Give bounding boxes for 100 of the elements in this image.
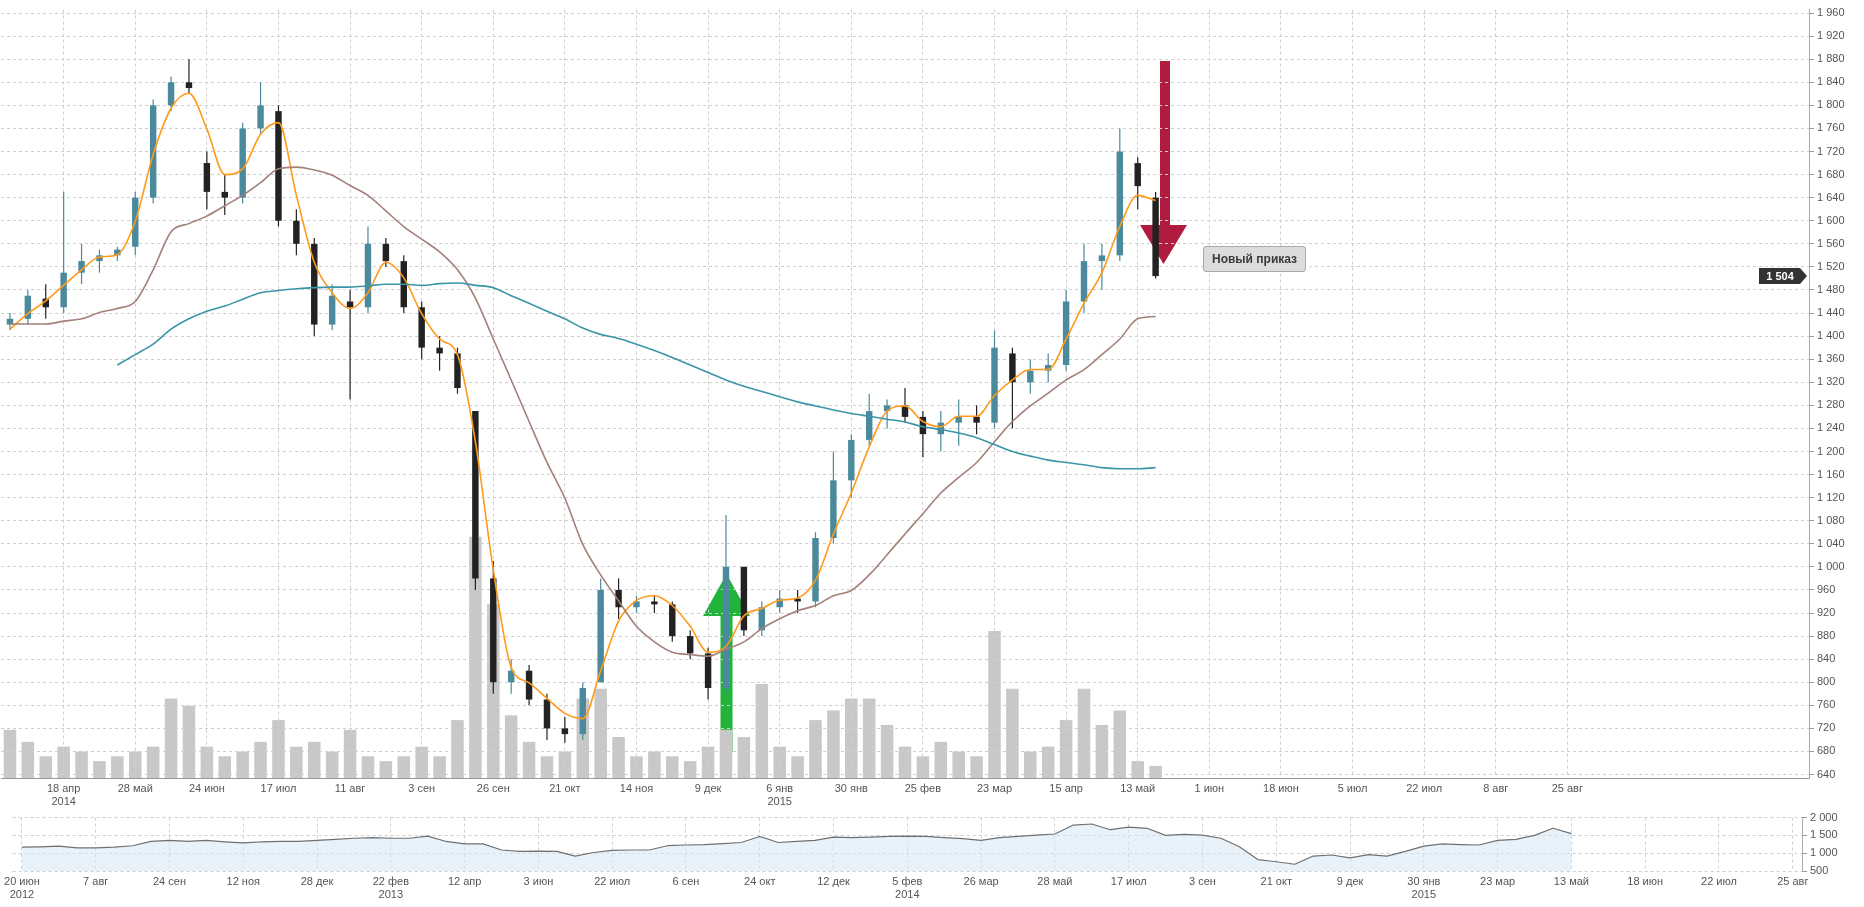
x-tick-label: 25 авг <box>1551 781 1583 794</box>
x-tick-label: 20 июн 2012 <box>4 874 40 900</box>
y-tick-label: 1 500 <box>1810 828 1838 841</box>
x-tick-label: 30 янв <box>834 781 869 794</box>
y-tick-label: 500 <box>1810 864 1829 877</box>
y-tick-label: 1 920 <box>1817 29 1845 42</box>
y-tick-label: 1 800 <box>1817 98 1845 111</box>
x-tick-label: 25 авг <box>1777 874 1809 887</box>
y-tick-label: 1 840 <box>1817 75 1845 88</box>
candlestick <box>221 173 228 216</box>
y-tick-label: 1 520 <box>1817 259 1845 272</box>
x-tick-label: 6 янв 2015 <box>766 781 794 807</box>
y-tick-label: 1 080 <box>1817 513 1845 526</box>
x-tick-label: 3 июн <box>523 874 554 887</box>
x-tick-label: 15 апр <box>1049 781 1083 794</box>
x-tick-label: 17 июл <box>1110 874 1147 887</box>
y-tick-label: 840 <box>1817 652 1836 665</box>
x-tick-label: 28 май <box>117 781 153 794</box>
y-tick-label: 1 960 <box>1817 6 1845 19</box>
y-tick-label: 1 720 <box>1817 144 1845 157</box>
candlestick <box>1098 243 1106 291</box>
line-series <box>116 282 1157 470</box>
y-tick-label: 1 760 <box>1817 121 1845 134</box>
y-tick-label: 1 000 <box>1817 559 1845 572</box>
y-tick-label: 720 <box>1817 721 1836 734</box>
candlestick <box>436 335 443 372</box>
y-tick-label: 920 <box>1817 606 1836 619</box>
y-tick-label: 1 880 <box>1817 52 1845 65</box>
x-tick-label: 12 дек <box>817 874 851 887</box>
y-tick-label: 760 <box>1817 698 1836 711</box>
y-tick-label: 1 240 <box>1817 421 1845 434</box>
x-tick-label: 23 мар <box>976 781 1013 794</box>
line-series <box>9 92 1157 720</box>
candlestick <box>686 629 694 660</box>
y-tick-label: 1 680 <box>1817 167 1845 180</box>
y-tick-label: 1 320 <box>1817 375 1845 388</box>
y-tick-label: 640 <box>1817 767 1836 780</box>
y-tick-label: 1 280 <box>1817 398 1845 411</box>
y-tick-label: 960 <box>1817 582 1836 595</box>
candlestick <box>973 404 980 435</box>
candlestick <box>1027 358 1034 395</box>
x-tick-label: 5 июл <box>1337 781 1368 794</box>
y-tick-label: 1 440 <box>1817 306 1845 319</box>
x-tick-label: 21 окт <box>1260 874 1292 887</box>
y-tick-label: 800 <box>1817 675 1836 688</box>
y-tick-label: 1 640 <box>1817 190 1845 203</box>
annotation: Новый приказ <box>1203 246 1307 272</box>
candlestick <box>293 208 300 256</box>
x-tick-label: 3 сен <box>1189 874 1216 887</box>
y-tick-label: 1 200 <box>1817 444 1845 457</box>
x-tick-label: 13 май <box>1120 781 1156 794</box>
x-tick-label: 8 авг <box>1483 781 1509 794</box>
x-tick-label: 22 фев 2013 <box>372 874 410 900</box>
x-tick-label: 9 дек <box>1336 874 1364 887</box>
candlestick <box>382 237 390 268</box>
candlestick <box>561 716 569 744</box>
y-tick-label: 680 <box>1817 744 1836 757</box>
x-tick-label: 6 сен <box>672 874 700 887</box>
y-tick-label: 1 400 <box>1817 329 1845 342</box>
y-tick-label: 1 560 <box>1817 236 1845 249</box>
x-tick-label: 18 июн <box>1627 874 1664 887</box>
x-tick-label: 28 дек <box>300 874 334 887</box>
x-tick-label: 22 июл <box>1406 781 1443 794</box>
annotation: 1 504 <box>1766 270 1795 283</box>
candlestick <box>185 58 193 95</box>
x-tick-label: 11 авг <box>334 781 366 794</box>
x-tick-label: 30 янв 2015 <box>1407 874 1441 900</box>
x-tick-label: 18 апр 2014 <box>46 781 81 807</box>
y-tick-label: 1 360 <box>1817 352 1845 365</box>
x-tick-label: 13 май <box>1553 874 1589 887</box>
y-tick-label: 1 040 <box>1817 536 1845 549</box>
x-tick-label: 22 июл <box>1701 874 1737 887</box>
x-tick-label: 18 июн <box>1263 781 1299 794</box>
x-tick-label: 22 июл <box>594 874 631 887</box>
x-tick-label: 23 мар <box>1480 874 1516 887</box>
y-tick-label: 1 000 <box>1810 846 1838 859</box>
x-tick-label: 28 май <box>1037 874 1073 887</box>
candlestick <box>257 81 264 135</box>
candlestick <box>167 75 175 112</box>
x-tick-label: 21 окт <box>549 781 581 794</box>
x-tick-label: 25 фев <box>904 781 942 794</box>
x-tick-label: 12 апр <box>447 874 482 887</box>
y-tick-label: 2 000 <box>1810 810 1838 823</box>
x-tick-label: 14 ноя <box>619 781 654 794</box>
candlestick <box>955 398 962 447</box>
y-tick-label: 1 160 <box>1817 467 1845 480</box>
x-tick-label: 5 фев 2014 <box>892 874 923 900</box>
y-tick-label: 880 <box>1817 629 1836 642</box>
x-tick-label: 24 окт <box>744 874 776 887</box>
x-tick-label: 9 дек <box>694 781 722 794</box>
x-tick-label: 3 сен <box>408 781 436 794</box>
x-tick-label: 24 сен <box>152 874 186 887</box>
x-tick-label: 26 сен <box>476 781 510 794</box>
x-tick-label: 12 ноя <box>226 874 261 887</box>
x-tick-label: 7 авг <box>83 874 109 887</box>
y-tick-label: 1 600 <box>1817 213 1845 226</box>
x-tick-label: 24 июн <box>188 781 225 794</box>
x-tick-label: 26 мар <box>963 874 999 887</box>
y-tick-label: 1 120 <box>1817 490 1845 503</box>
y-tick-label: 1 480 <box>1817 282 1845 295</box>
